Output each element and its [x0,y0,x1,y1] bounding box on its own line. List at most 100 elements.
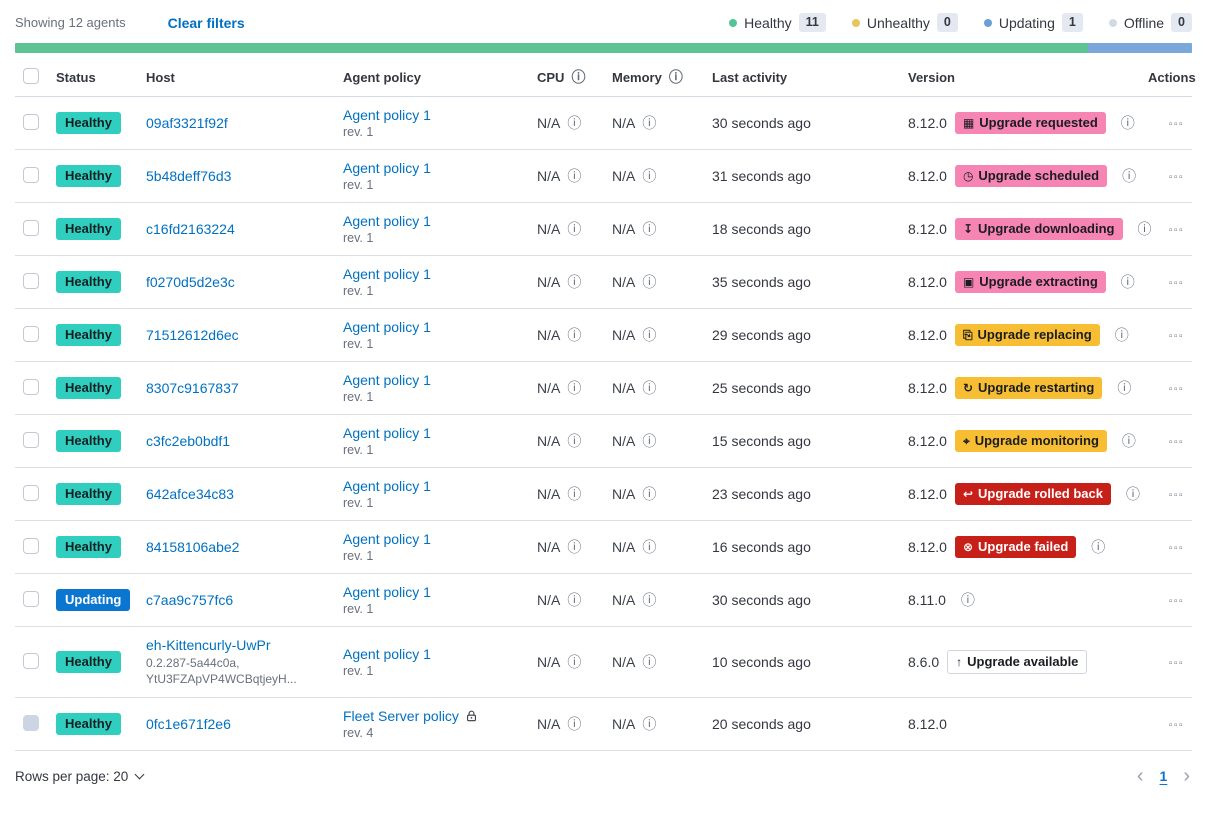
host-link[interactable]: f0270d5d2e3c [146,274,235,290]
next-page-button[interactable]: › [1183,765,1190,788]
row-actions-button[interactable]: ▫▫▫ [1168,543,1184,554]
row-checkbox[interactable] [23,113,39,130]
info-icon[interactable]: ⓘ [642,539,657,555]
info-icon[interactable]: ⓘ [642,433,657,449]
info-icon[interactable]: ⓘ [567,716,582,733]
info-icon[interactable]: ⓘ [642,168,657,184]
info-icon[interactable]: ⓘ [1121,433,1136,449]
info-icon[interactable]: ⓘ [567,274,582,290]
info-icon[interactable]: ⓘ [1114,327,1129,343]
row-actions-button[interactable]: ▫▫▫ [1168,119,1184,130]
info-icon[interactable]: ⓘ [567,539,582,555]
info-icon[interactable]: ⓘ [567,168,582,184]
memory-value: N/A [612,486,636,502]
info-icon[interactable]: ⓘ [567,380,582,396]
rows-per-page-select[interactable]: Rows per page: 20 [15,769,145,784]
row-actions-button[interactable]: ▫▫▫ [1168,720,1184,732]
clear-filters-link[interactable]: Clear filters [167,14,245,31]
agent-policy-link[interactable]: Agent policy 1 [343,372,431,388]
upgrade-badge-icon: ◷ [962,169,974,183]
info-icon[interactable]: ⓘ [642,115,657,131]
info-icon[interactable]: ⓘ [1120,274,1135,290]
row-checkbox[interactable] [23,166,39,183]
info-icon[interactable]: ⓘ [642,274,657,290]
agent-policy-link[interactable]: Agent policy 1 [343,478,431,494]
select-all-checkbox[interactable] [23,68,39,84]
agent-policy-link[interactable]: Agent policy 1 [343,531,431,547]
row-checkbox[interactable] [23,272,39,289]
host-link[interactable]: 0fc1e671f2e6 [146,716,231,733]
info-icon[interactable]: ⓘ [567,654,582,671]
info-icon[interactable]: ⓘ [567,327,582,343]
info-icon[interactable]: ⓘ [642,716,657,733]
info-icon[interactable]: ⓘ [960,592,975,608]
info-icon[interactable]: ⓘ [642,654,657,671]
row-checkbox[interactable] [23,431,39,448]
info-icon[interactable]: ⓘ [1117,380,1132,396]
agent-policy-link[interactable]: Agent policy 1 [343,584,431,600]
agent-policy-link[interactable]: Agent policy 1 [343,213,431,229]
info-icon[interactable]: ⓘ [642,592,657,608]
info-icon[interactable]: ⓘ [642,486,657,502]
agent-version: 8.12.0 [908,221,947,237]
agent-policy-link[interactable]: Agent policy 1 [343,319,431,335]
info-icon[interactable]: ⓘ [668,69,683,85]
row-checkbox[interactable] [23,652,39,669]
info-icon[interactable]: ⓘ [567,486,582,502]
cpu-value: N/A [537,433,561,449]
row-actions-button[interactable]: ▫▫▫ [1168,437,1184,448]
legend-item-healthy[interactable]: Healthy 11 [729,13,826,32]
row-checkbox[interactable] [23,325,39,342]
info-icon[interactable]: ⓘ [1137,221,1152,237]
info-icon[interactable]: ⓘ [642,380,657,396]
host-link[interactable]: 84158106abe2 [146,539,240,555]
agent-policy-link[interactable]: Agent policy 1 [343,160,431,176]
info-icon[interactable]: ⓘ [567,221,582,237]
agent-policy-link[interactable]: Agent policy 1 [343,266,431,282]
host-link[interactable]: c3fc2eb0bdf1 [146,433,231,449]
row-actions-button[interactable]: ▫▫▫ [1168,384,1184,395]
agent-policy-link[interactable]: Agent policy 1 [343,646,431,663]
agent-policy-link[interactable]: Agent policy 1 [343,107,431,123]
previous-page-button[interactable]: ‹ [1136,765,1144,788]
agent-policy-link[interactable]: Fleet Server policy [343,708,459,725]
host-link[interactable]: eh-Kittencurly-UwPr [146,637,271,653]
host-link[interactable]: 71512612d6ec [146,327,239,343]
host-link[interactable]: 8307c9167837 [146,380,239,396]
row-checkbox[interactable] [23,590,39,607]
row-actions-button[interactable]: ▫▫▫ [1168,331,1184,342]
row-checkbox[interactable] [23,378,39,395]
info-icon[interactable]: ⓘ [642,221,657,237]
row-checkbox[interactable] [23,537,39,554]
unhealthy-dot-icon [851,18,860,27]
info-icon[interactable]: ⓘ [642,327,657,343]
info-icon[interactable]: ⓘ [567,115,582,131]
host-link[interactable]: 09af3321f92f [146,115,228,131]
info-icon[interactable]: ⓘ [1122,168,1137,184]
legend-item-updating[interactable]: Updating 1 [983,13,1083,32]
legend-item-offline[interactable]: Offline 0 [1108,13,1192,32]
agent-policy-link[interactable]: Agent policy 1 [343,425,431,441]
host-link[interactable]: 642afce34c83 [146,486,234,502]
agent-version: 8.12.0 [908,115,947,131]
row-actions-button[interactable]: ▫▫▫ [1168,596,1184,607]
row-actions-button[interactable]: ▫▫▫ [1168,225,1184,236]
info-icon[interactable]: ⓘ [567,433,582,449]
host-link[interactable]: c16fd2163224 [146,221,235,237]
row-checkbox[interactable] [23,219,39,236]
row-actions-button[interactable]: ▫▫▫ [1168,490,1184,501]
info-icon[interactable]: ⓘ [1091,539,1106,555]
host-link[interactable]: c7aa9c757fc6 [146,592,234,608]
row-actions-button[interactable]: ▫▫▫ [1168,658,1184,670]
info-icon[interactable]: ⓘ [571,69,586,85]
info-icon[interactable]: ⓘ [567,592,582,608]
info-icon[interactable]: ⓘ [1120,115,1135,131]
row-actions-button[interactable]: ▫▫▫ [1168,172,1184,183]
row-actions-button[interactable]: ▫▫▫ [1168,278,1184,289]
host-link[interactable]: 5b48deff76d3 [146,168,232,184]
agents-page: Showing 12 agents Clear filters Healthy … [15,13,1196,788]
legend-item-unhealthy[interactable]: Unhealthy 0 [851,13,958,32]
info-icon[interactable]: ⓘ [1125,486,1140,502]
page-number-1[interactable]: 1 [1159,768,1168,785]
row-checkbox[interactable] [23,484,39,501]
